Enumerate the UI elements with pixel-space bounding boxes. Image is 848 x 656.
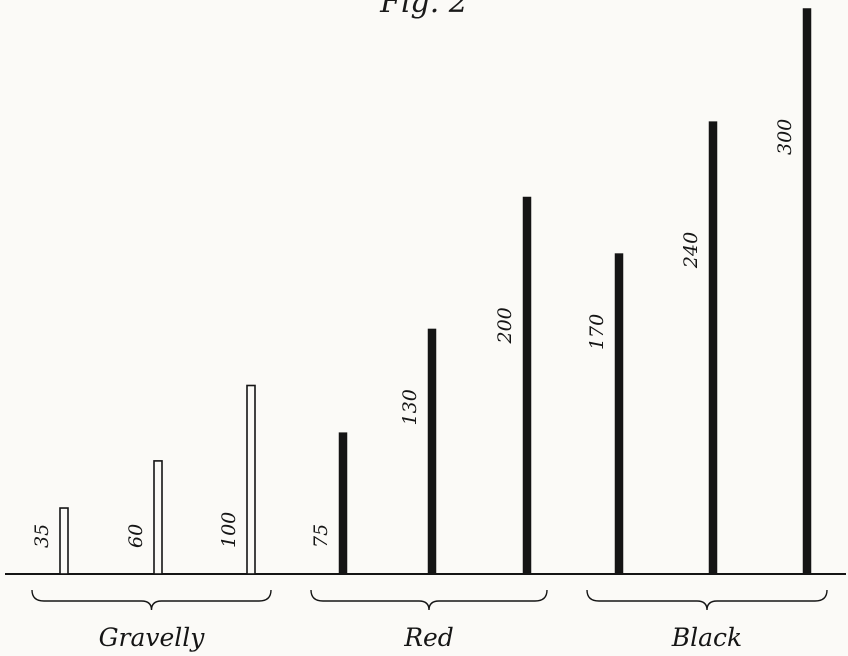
value-label-8: 240 (680, 232, 702, 269)
bar-red-1 (338, 432, 348, 575)
value-label-7: 170 (586, 314, 608, 350)
bar-gravelly-3 (246, 384, 256, 575)
group-label-black: Black (671, 623, 742, 652)
value-label-9: 300 (774, 119, 796, 155)
brace-red (310, 589, 548, 611)
value-label-1: 35 (31, 524, 53, 548)
bar-black-2 (708, 121, 718, 575)
brace-gravelly (31, 589, 272, 611)
bar-red-3 (522, 196, 532, 575)
figure-title: Fig. 2 (379, 0, 468, 20)
value-label-6: 200 (494, 307, 516, 344)
bar-black-3 (802, 8, 812, 575)
bars-layer (59, 8, 812, 575)
brace-black (586, 589, 828, 611)
bar-black-1 (614, 253, 624, 575)
value-label-2: 60 (125, 524, 147, 548)
value-labels-layer: 35 60 100 75 130 200 170 240 300 (31, 119, 796, 548)
bar-gravelly-1 (59, 507, 69, 575)
value-label-4: 75 (310, 524, 332, 548)
bar-gravelly-2 (153, 460, 163, 575)
value-label-3: 100 (218, 512, 240, 548)
bar-red-2 (427, 328, 437, 575)
group-braces-layer: Gravelly Red Black (31, 589, 828, 652)
group-label-gravelly: Gravelly (99, 623, 206, 652)
group-label-red: Red (403, 623, 454, 652)
value-label-5: 130 (399, 389, 421, 425)
